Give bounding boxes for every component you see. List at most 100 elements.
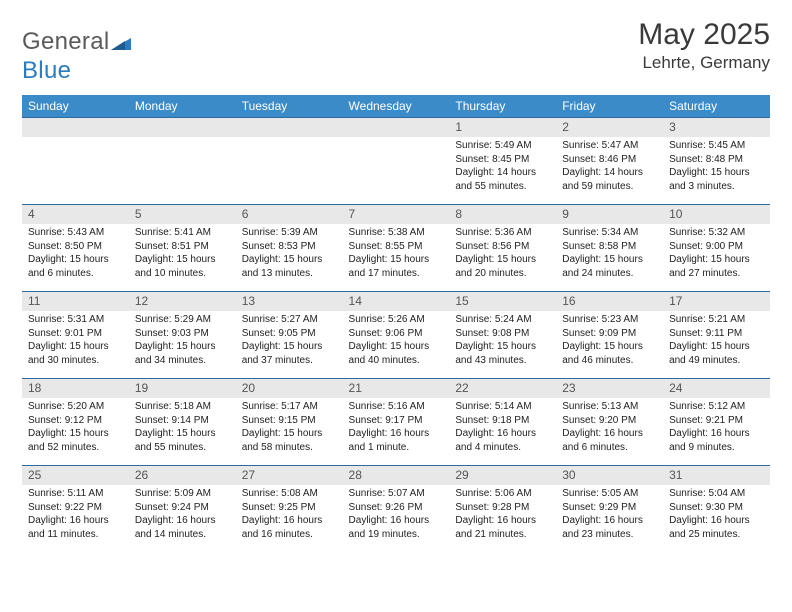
sunset-text: Sunset: 9:05 PM <box>242 327 337 341</box>
sunrise-text: Sunrise: 5:07 AM <box>349 487 444 501</box>
day-number: 29 <box>449 466 556 486</box>
calendar-cell: 15Sunrise: 5:24 AMSunset: 9:08 PMDayligh… <box>449 291 556 378</box>
day-number: 6 <box>236 205 343 225</box>
day-body: Sunrise: 5:39 AMSunset: 8:53 PMDaylight:… <box>236 224 343 284</box>
calendar-cell <box>22 117 129 204</box>
sunset-text: Sunset: 9:21 PM <box>669 414 764 428</box>
sunrise-text: Sunrise: 5:47 AM <box>562 139 657 153</box>
calendar-row: 11Sunrise: 5:31 AMSunset: 9:01 PMDayligh… <box>22 291 770 378</box>
calendar-body: 1Sunrise: 5:49 AMSunset: 8:45 PMDaylight… <box>22 117 770 552</box>
sunset-text: Sunset: 9:14 PM <box>135 414 230 428</box>
day-number: 26 <box>129 466 236 486</box>
day-body: Sunrise: 5:12 AMSunset: 9:21 PMDaylight:… <box>663 398 770 458</box>
sunrise-text: Sunrise: 5:05 AM <box>562 487 657 501</box>
brand-name: GeneralBlue <box>22 28 131 85</box>
sunset-text: Sunset: 9:20 PM <box>562 414 657 428</box>
daylight-text: Daylight: 15 hours and 40 minutes. <box>349 340 444 367</box>
daylight-text: Daylight: 14 hours and 59 minutes. <box>562 166 657 193</box>
daylight-text: Daylight: 16 hours and 19 minutes. <box>349 514 444 541</box>
sunset-text: Sunset: 9:09 PM <box>562 327 657 341</box>
sunset-text: Sunset: 8:53 PM <box>242 240 337 254</box>
sunrise-text: Sunrise: 5:09 AM <box>135 487 230 501</box>
calendar-cell: 11Sunrise: 5:31 AMSunset: 9:01 PMDayligh… <box>22 291 129 378</box>
calendar-cell: 8Sunrise: 5:36 AMSunset: 8:56 PMDaylight… <box>449 204 556 291</box>
sunset-text: Sunset: 9:17 PM <box>349 414 444 428</box>
calendar-cell: 3Sunrise: 5:45 AMSunset: 8:48 PMDaylight… <box>663 117 770 204</box>
day-number: 27 <box>236 466 343 486</box>
daylight-text: Daylight: 15 hours and 46 minutes. <box>562 340 657 367</box>
calendar-row: 18Sunrise: 5:20 AMSunset: 9:12 PMDayligh… <box>22 378 770 465</box>
sunrise-text: Sunrise: 5:43 AM <box>28 226 123 240</box>
calendar-cell: 1Sunrise: 5:49 AMSunset: 8:45 PMDaylight… <box>449 117 556 204</box>
sunset-text: Sunset: 8:48 PM <box>669 153 764 167</box>
calendar-cell: 6Sunrise: 5:39 AMSunset: 8:53 PMDaylight… <box>236 204 343 291</box>
daylight-text: Daylight: 16 hours and 23 minutes. <box>562 514 657 541</box>
sunrise-text: Sunrise: 5:39 AM <box>242 226 337 240</box>
calendar-head: SundayMondayTuesdayWednesdayThursdayFrid… <box>22 95 770 118</box>
sunset-text: Sunset: 9:28 PM <box>455 501 550 515</box>
sunrise-text: Sunrise: 5:20 AM <box>28 400 123 414</box>
sunset-text: Sunset: 9:03 PM <box>135 327 230 341</box>
location: Lehrte, Germany <box>638 53 770 73</box>
calendar-cell: 21Sunrise: 5:16 AMSunset: 9:17 PMDayligh… <box>343 378 450 465</box>
day-number: 20 <box>236 379 343 399</box>
sunrise-text: Sunrise: 5:08 AM <box>242 487 337 501</box>
day-body: Sunrise: 5:07 AMSunset: 9:26 PMDaylight:… <box>343 485 450 545</box>
day-number: 8 <box>449 205 556 225</box>
day-body: Sunrise: 5:21 AMSunset: 9:11 PMDaylight:… <box>663 311 770 371</box>
day-body: Sunrise: 5:41 AMSunset: 8:51 PMDaylight:… <box>129 224 236 284</box>
sunset-text: Sunset: 8:50 PM <box>28 240 123 254</box>
day-body: Sunrise: 5:47 AMSunset: 8:46 PMDaylight:… <box>556 137 663 197</box>
day-body: Sunrise: 5:20 AMSunset: 9:12 PMDaylight:… <box>22 398 129 458</box>
calendar-cell: 23Sunrise: 5:13 AMSunset: 9:20 PMDayligh… <box>556 378 663 465</box>
daylight-text: Daylight: 15 hours and 58 minutes. <box>242 427 337 454</box>
day-body: Sunrise: 5:06 AMSunset: 9:28 PMDaylight:… <box>449 485 556 545</box>
calendar-cell: 24Sunrise: 5:12 AMSunset: 9:21 PMDayligh… <box>663 378 770 465</box>
sunrise-text: Sunrise: 5:49 AM <box>455 139 550 153</box>
day-body: Sunrise: 5:09 AMSunset: 9:24 PMDaylight:… <box>129 485 236 545</box>
sunset-text: Sunset: 9:24 PM <box>135 501 230 515</box>
day-number: 15 <box>449 292 556 312</box>
sunset-text: Sunset: 9:08 PM <box>455 327 550 341</box>
day-body: Sunrise: 5:08 AMSunset: 9:25 PMDaylight:… <box>236 485 343 545</box>
calendar-cell <box>129 117 236 204</box>
sunrise-text: Sunrise: 5:21 AM <box>669 313 764 327</box>
weekday-header: Wednesday <box>343 95 450 118</box>
day-number <box>236 118 343 138</box>
sunrise-text: Sunrise: 5:12 AM <box>669 400 764 414</box>
daylight-text: Daylight: 15 hours and 52 minutes. <box>28 427 123 454</box>
brand-part1: General <box>22 28 109 55</box>
day-body: Sunrise: 5:27 AMSunset: 9:05 PMDaylight:… <box>236 311 343 371</box>
day-body: Sunrise: 5:14 AMSunset: 9:18 PMDaylight:… <box>449 398 556 458</box>
day-number: 24 <box>663 379 770 399</box>
day-number: 7 <box>343 205 450 225</box>
day-body: Sunrise: 5:24 AMSunset: 9:08 PMDaylight:… <box>449 311 556 371</box>
calendar-cell: 14Sunrise: 5:26 AMSunset: 9:06 PMDayligh… <box>343 291 450 378</box>
day-body <box>236 137 343 143</box>
weekday-header: Thursday <box>449 95 556 118</box>
day-number: 10 <box>663 205 770 225</box>
weekday-header: Saturday <box>663 95 770 118</box>
sunrise-text: Sunrise: 5:34 AM <box>562 226 657 240</box>
sunrise-text: Sunrise: 5:16 AM <box>349 400 444 414</box>
daylight-text: Daylight: 15 hours and 10 minutes. <box>135 253 230 280</box>
sunrise-text: Sunrise: 5:32 AM <box>669 226 764 240</box>
day-number: 28 <box>343 466 450 486</box>
sunrise-text: Sunrise: 5:31 AM <box>28 313 123 327</box>
calendar-cell: 7Sunrise: 5:38 AMSunset: 8:55 PMDaylight… <box>343 204 450 291</box>
day-number: 2 <box>556 118 663 138</box>
sunset-text: Sunset: 9:11 PM <box>669 327 764 341</box>
daylight-text: Daylight: 15 hours and 55 minutes. <box>135 427 230 454</box>
sunset-text: Sunset: 9:12 PM <box>28 414 123 428</box>
sunrise-text: Sunrise: 5:23 AM <box>562 313 657 327</box>
sunrise-text: Sunrise: 5:06 AM <box>455 487 550 501</box>
calendar-cell: 30Sunrise: 5:05 AMSunset: 9:29 PMDayligh… <box>556 465 663 552</box>
calendar-cell: 19Sunrise: 5:18 AMSunset: 9:14 PMDayligh… <box>129 378 236 465</box>
sunset-text: Sunset: 9:06 PM <box>349 327 444 341</box>
day-number: 16 <box>556 292 663 312</box>
calendar-cell: 4Sunrise: 5:43 AMSunset: 8:50 PMDaylight… <box>22 204 129 291</box>
day-number: 18 <box>22 379 129 399</box>
daylight-text: Daylight: 15 hours and 13 minutes. <box>242 253 337 280</box>
daylight-text: Daylight: 16 hours and 21 minutes. <box>455 514 550 541</box>
sunrise-text: Sunrise: 5:27 AM <box>242 313 337 327</box>
